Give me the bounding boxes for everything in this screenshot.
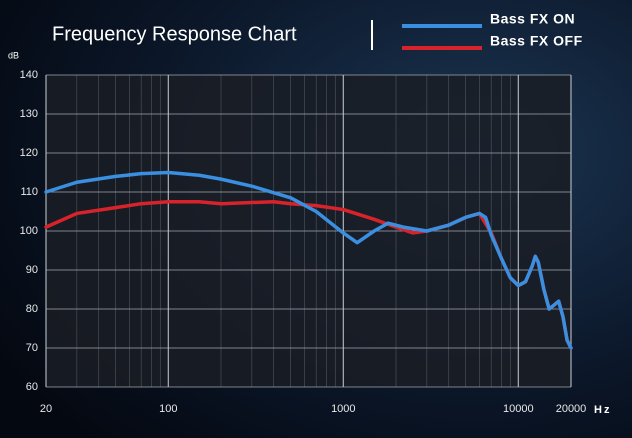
x-tick-label: 20000 [556, 403, 587, 415]
x-axis-label: Hz [594, 404, 611, 416]
legend: Bass FX ON Bass FX OFF [402, 11, 583, 50]
x-tick-label: 100 [159, 403, 177, 415]
y-tick-label: 60 [26, 381, 38, 393]
y-tick-label: 90 [26, 264, 38, 276]
x-tick-label: 10000 [503, 403, 534, 415]
x-tick-label: 1000 [331, 403, 355, 415]
legend-label: Bass FX ON [490, 11, 575, 27]
y-tick-label: 140 [20, 69, 38, 81]
x-tick-label: 20 [40, 403, 52, 415]
legend-label: Bass FX OFF [490, 33, 583, 49]
lines [44, 170, 573, 350]
y-axis-label: dB [8, 50, 19, 60]
y-tick-label: 130 [20, 108, 38, 120]
chart-title: Frequency Response Chart [52, 23, 297, 45]
y-tick-label: 120 [20, 147, 38, 159]
y-tick-label: 80 [26, 303, 38, 315]
y-tick-label: 110 [20, 186, 38, 198]
series-line [44, 170, 573, 350]
y-tick-label: 70 [26, 342, 38, 354]
grid: 60 70 80 90 100 110 120 130 140 20 100 1000 10000 200… [20, 69, 587, 415]
y-tick-label: 100 [20, 225, 38, 237]
